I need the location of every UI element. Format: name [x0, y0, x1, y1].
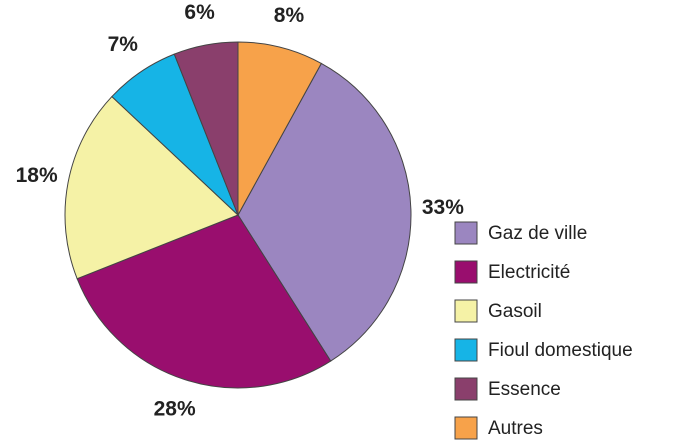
- value-label: 8%: [274, 4, 305, 27]
- pie-slice: [64, 95, 239, 280]
- legend-label: Autres: [488, 418, 543, 439]
- legend-label: Essence: [488, 379, 561, 400]
- legend-label: Fioul domestique: [488, 340, 633, 361]
- value-label: 33%: [422, 196, 464, 219]
- value-label: 18%: [16, 164, 58, 187]
- pie-slice: [237, 41, 323, 216]
- legend-swatch: [454, 338, 478, 362]
- value-label: 28%: [154, 398, 196, 421]
- pie-slice: [76, 214, 332, 389]
- legend-label: Electricité: [488, 262, 570, 283]
- legend-label: Gasoil: [488, 301, 542, 322]
- legend-label: Gaz de ville: [488, 223, 587, 244]
- pie-slice: [237, 62, 412, 362]
- legend-swatch: [454, 260, 478, 284]
- value-label: 7%: [108, 33, 139, 56]
- value-label: 6%: [184, 1, 215, 24]
- legend-swatch: [454, 299, 478, 323]
- legend-swatch: [454, 377, 478, 401]
- legend-swatch: [454, 221, 478, 245]
- legend-swatch: [454, 416, 478, 440]
